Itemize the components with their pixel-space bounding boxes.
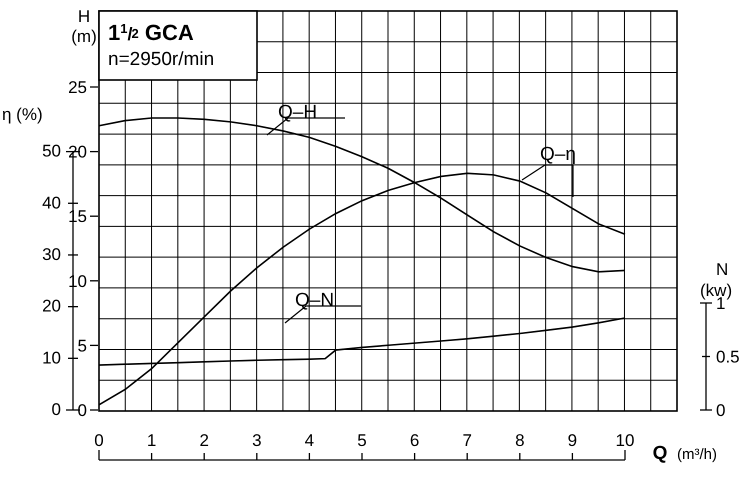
svg-text:Q–N: Q–N <box>295 290 334 311</box>
svg-text:η (%): η (%) <box>2 105 43 124</box>
svg-text:Q: Q <box>653 443 668 464</box>
svg-text:7: 7 <box>462 431 471 450</box>
svg-text:0: 0 <box>52 400 61 419</box>
svg-text:10: 10 <box>616 431 635 450</box>
svg-text:10: 10 <box>42 348 61 367</box>
svg-text:Q–H: Q–H <box>278 102 317 123</box>
svg-text:25: 25 <box>68 78 87 97</box>
svg-text:20: 20 <box>42 297 61 316</box>
svg-text:30: 30 <box>42 245 61 264</box>
svg-text:0: 0 <box>716 401 725 420</box>
svg-text:5: 5 <box>357 431 366 450</box>
svg-text:8: 8 <box>515 431 524 450</box>
svg-text:2: 2 <box>199 431 208 450</box>
svg-text:1: 1 <box>716 294 725 313</box>
svg-text:6: 6 <box>410 431 419 450</box>
svg-text:10: 10 <box>68 272 87 291</box>
svg-text:5: 5 <box>78 336 87 355</box>
svg-text:3: 3 <box>252 431 261 450</box>
svg-text:9: 9 <box>568 431 577 450</box>
svg-text:(m³/h): (m³/h) <box>677 446 717 463</box>
svg-text:0.5: 0.5 <box>716 348 740 367</box>
svg-text:0: 0 <box>94 431 103 450</box>
svg-text:N: N <box>716 260 728 279</box>
svg-text:Q–η: Q–η <box>540 144 576 165</box>
svg-text:n=2950r/min: n=2950r/min <box>108 49 214 70</box>
svg-text:1: 1 <box>147 431 156 450</box>
svg-text:40: 40 <box>42 193 61 212</box>
svg-text:(m): (m) <box>71 27 96 46</box>
svg-text:4: 4 <box>305 431 314 450</box>
svg-text:15: 15 <box>68 207 87 226</box>
svg-text:50: 50 <box>42 142 61 161</box>
svg-text:H: H <box>78 7 90 26</box>
